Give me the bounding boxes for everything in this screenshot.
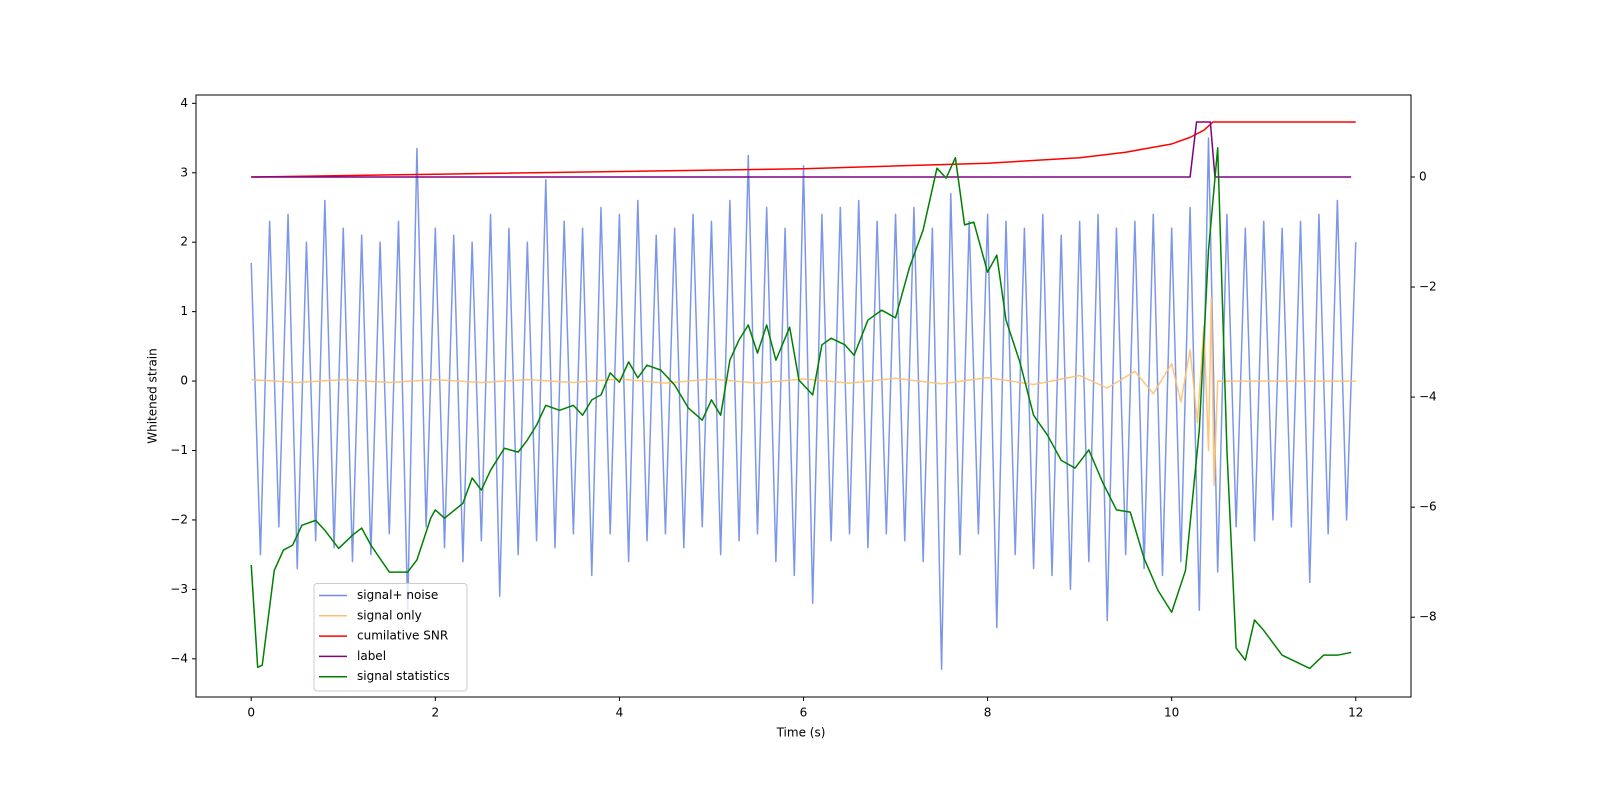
y-tick-label: 1 — [180, 304, 188, 318]
series-line — [251, 121, 1356, 178]
y-axis-label: Whitened strain — [146, 348, 160, 444]
legend-box — [313, 583, 468, 692]
y2-tick-label: −4 — [1419, 390, 1437, 404]
series-line — [251, 297, 1356, 486]
legend-label: signal only — [357, 608, 422, 622]
y2-tick-label: −6 — [1419, 500, 1437, 514]
legend-label: label — [357, 649, 386, 663]
legend-label: cumilative SNR — [357, 629, 448, 643]
x-tick-label: 10 — [1164, 706, 1179, 720]
y-tick-label: −1 — [170, 443, 188, 457]
series-line — [251, 121, 1352, 178]
x-tick-label: 12 — [1348, 706, 1363, 720]
y-tick-label: 0 — [180, 374, 188, 388]
y2-tick-label: 0 — [1419, 169, 1427, 183]
y-tick-label: −3 — [170, 582, 188, 596]
x-tick-label: 4 — [616, 706, 624, 720]
series-line — [250, 147, 1352, 670]
legend-label: signal statistics — [357, 669, 450, 683]
y-tick-label: 4 — [180, 96, 188, 110]
y2-tick-label: −8 — [1419, 610, 1437, 624]
x-tick-label: 6 — [800, 706, 808, 720]
legend-label: signal+ noise — [357, 588, 438, 602]
y-tick-label: 2 — [180, 235, 188, 249]
x-axis-label: Time (s) — [776, 726, 826, 740]
x-tick-label: 2 — [431, 706, 439, 720]
plot-area — [250, 121, 1357, 670]
y-tick-label: −4 — [170, 651, 188, 665]
series-line — [250, 137, 1357, 670]
x-tick-label: 8 — [984, 706, 992, 720]
y2-tick-label: −2 — [1419, 280, 1437, 294]
legend: signal+ noise signal only cumilative SNR la… — [313, 583, 468, 692]
x-tick-label: 0 — [247, 706, 255, 720]
y-tick-label: 3 — [180, 165, 188, 179]
y-tick-label: −2 — [170, 512, 188, 526]
